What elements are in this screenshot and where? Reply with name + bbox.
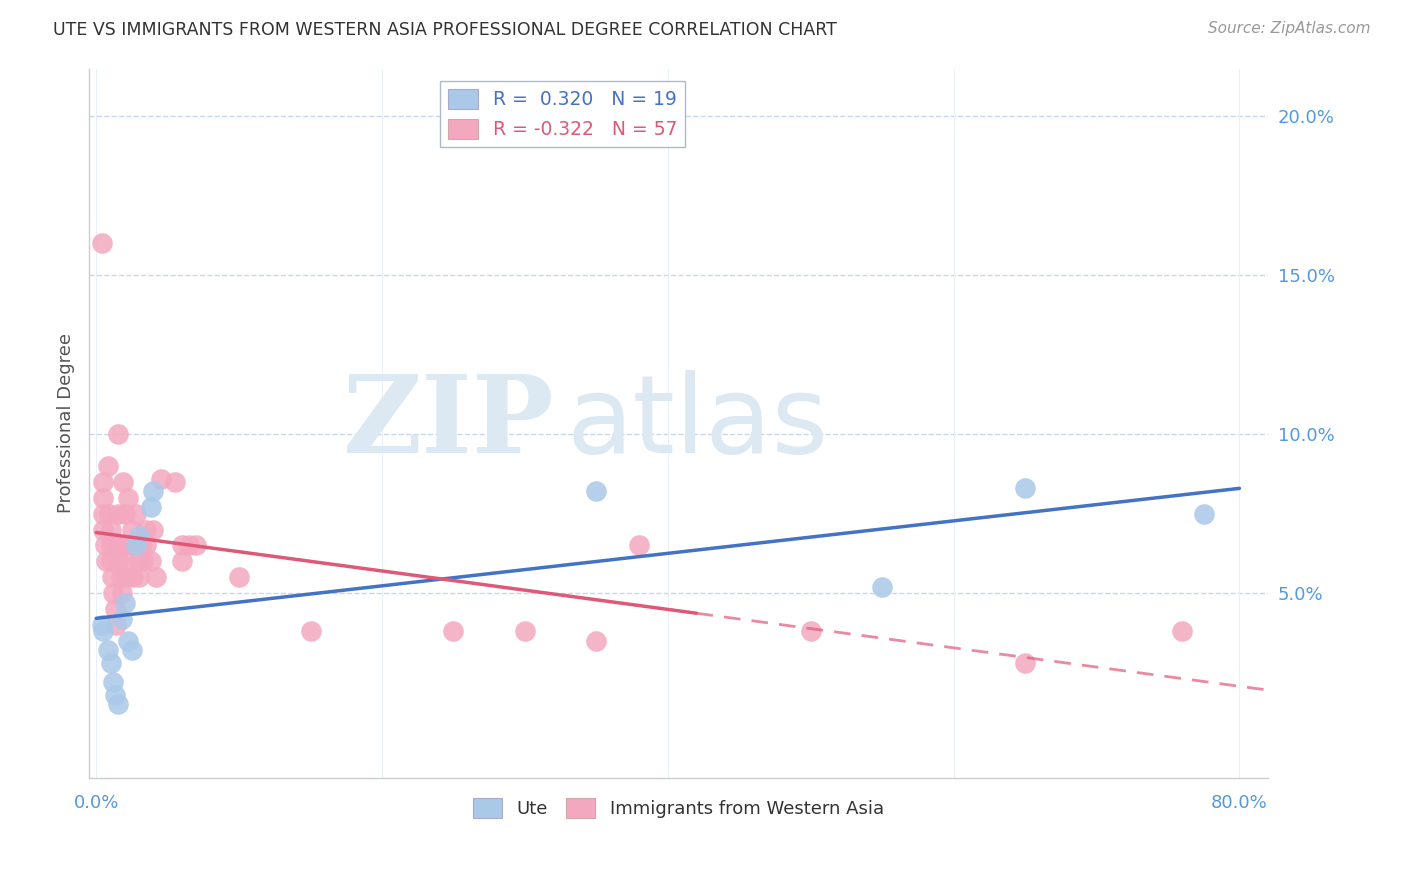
Point [101, 570, 124, 584]
Point [139, 554, 162, 568]
Point [105, 618, 128, 632]
Point [110, 570, 132, 584]
Point [121, 538, 143, 552]
Point [628, 538, 651, 552]
Point [107, 538, 129, 552]
Point [128, 570, 150, 584]
Point [800, 624, 823, 639]
Point [125, 507, 148, 521]
Point [103, 586, 125, 600]
Point [299, 624, 322, 639]
Y-axis label: Professional Degree: Professional Degree [58, 333, 75, 513]
Point [125, 538, 148, 552]
Text: UTE VS IMMIGRANTS FROM WESTERN ASIA PROFESSIONAL DEGREE CORRELATION CHART: UTE VS IMMIGRANTS FROM WESTERN ASIA PROF… [53, 21, 838, 39]
Point [90, 618, 112, 632]
Point [104, 688, 127, 702]
Point [114, 507, 136, 521]
Point [228, 570, 250, 584]
Point [121, 523, 143, 537]
Point [98, 507, 121, 521]
Point [135, 523, 157, 537]
Point [142, 523, 165, 537]
Point [132, 554, 155, 568]
Point [111, 611, 134, 625]
Point [1192, 507, 1215, 521]
Point [115, 570, 138, 584]
Point [108, 554, 131, 568]
Point [163, 475, 186, 489]
Point [107, 698, 129, 712]
Point [96, 554, 118, 568]
Point [128, 554, 150, 568]
Point [870, 580, 893, 594]
Point [100, 656, 122, 670]
Point [117, 491, 139, 505]
Point [513, 624, 536, 639]
Point [114, 596, 136, 610]
Point [122, 570, 145, 584]
Point [97, 643, 120, 657]
Point [93, 491, 115, 505]
Point [135, 538, 157, 552]
Point [142, 484, 165, 499]
Point [186, 538, 208, 552]
Point [93, 523, 115, 537]
Point [128, 538, 150, 552]
Point [585, 484, 607, 499]
Point [139, 500, 162, 515]
Point [114, 538, 136, 552]
Point [170, 538, 193, 552]
Text: atlas: atlas [567, 370, 828, 476]
Point [93, 507, 115, 521]
Point [94, 538, 117, 552]
Point [90, 236, 112, 251]
Legend: Ute, Immigrants from Western Asia: Ute, Immigrants from Western Asia [467, 791, 891, 825]
Point [585, 633, 607, 648]
Point [107, 427, 129, 442]
Text: Source: ZipAtlas.com: Source: ZipAtlas.com [1208, 21, 1371, 37]
Point [97, 458, 120, 473]
Point [93, 475, 115, 489]
Point [103, 675, 125, 690]
Point [1014, 656, 1036, 670]
Text: ZIP: ZIP [343, 370, 555, 476]
Point [149, 472, 172, 486]
Point [107, 507, 129, 521]
Point [177, 538, 200, 552]
Point [1014, 481, 1036, 495]
Point [170, 554, 193, 568]
Point [1171, 624, 1194, 639]
Point [111, 586, 134, 600]
Point [443, 624, 465, 639]
Point [131, 538, 153, 552]
Point [128, 529, 150, 543]
Point [104, 602, 127, 616]
Point [112, 475, 135, 489]
Point [100, 538, 122, 552]
Point [93, 624, 115, 639]
Point [145, 570, 167, 584]
Point [114, 554, 136, 568]
Point [117, 633, 139, 648]
Point [100, 554, 122, 568]
Point [100, 523, 122, 537]
Point [121, 643, 143, 657]
